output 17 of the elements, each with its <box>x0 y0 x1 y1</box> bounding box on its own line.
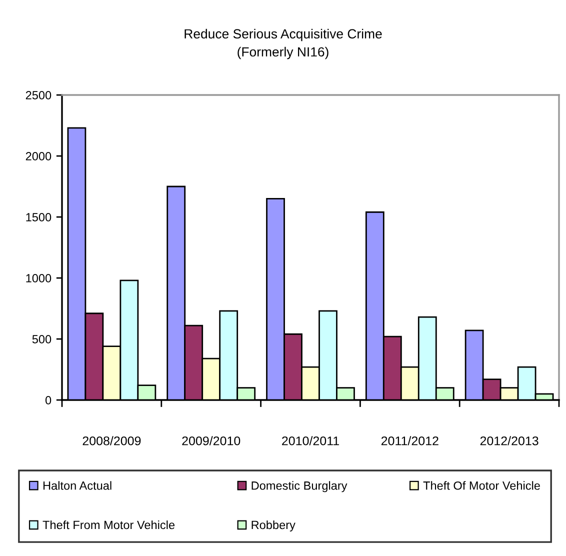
x-tick-label: 2012/2013 <box>480 436 538 446</box>
x-tick-label: 2011/2012 <box>381 436 438 446</box>
x-tick-label: 2009/2010 <box>182 436 240 446</box>
legend-label: Theft Of Motor Vehicle <box>423 481 540 490</box>
legend-label: Halton Actual <box>43 481 112 490</box>
y-tick-label: 1500 <box>26 213 52 222</box>
y-tick-label: 1000 <box>26 274 52 282</box>
y-tick-label: 0 <box>45 396 52 404</box>
y-tick-label: 2500 <box>26 91 52 100</box>
x-tick-label: 2008/2009 <box>82 436 141 446</box>
chart-title: Reduce Serious Acquisitive Crime (Formerly NI16) <box>184 28 382 60</box>
y-tick-label: 2000 <box>26 152 52 160</box>
legend-label: Domestic Burglary <box>252 481 348 492</box>
x-tick-label: 2010/2011 <box>282 436 339 446</box>
legend-label: Robbery <box>252 520 296 532</box>
y-tick-label: 500 <box>32 335 52 344</box>
legend-label: Theft From Motor Vehicle <box>42 520 175 530</box>
